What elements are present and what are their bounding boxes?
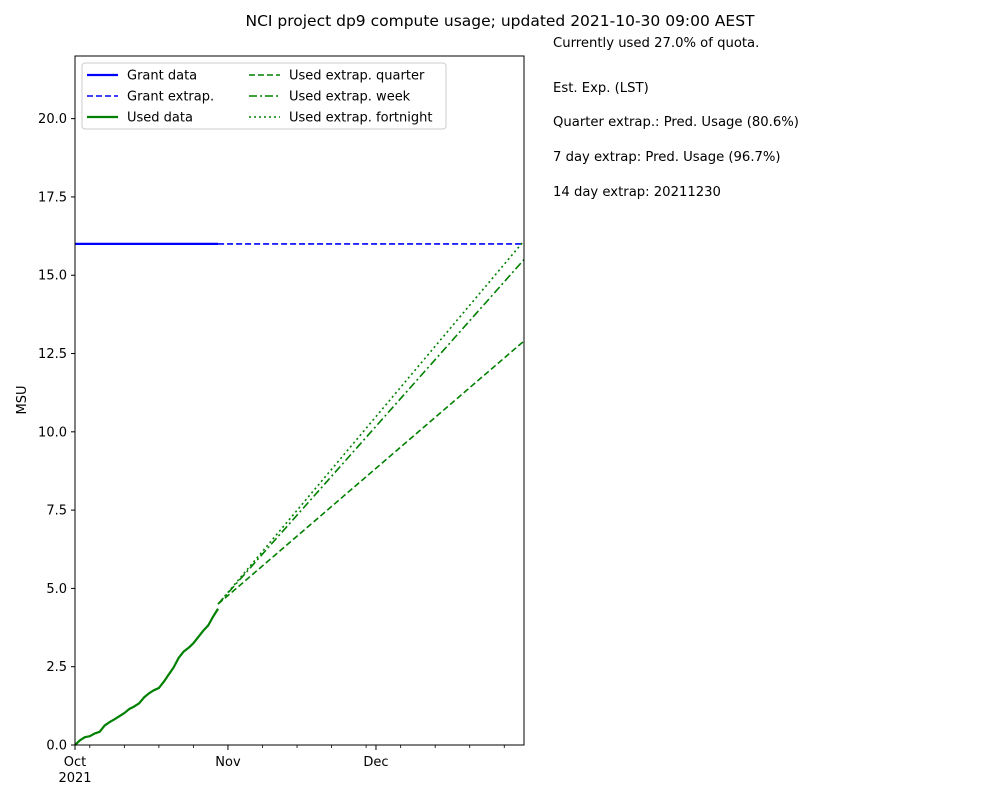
legend-label-used-extrap-quarter: Used extrap. quarter (289, 69, 425, 84)
y-tick-label: 2.5 (46, 660, 67, 675)
y-tick-label: 20.0 (38, 112, 67, 127)
y-tick-label: 15.0 (38, 269, 67, 284)
legend-label-grant-extrap: Grant extrap. (127, 90, 214, 105)
legend-label-used-data: Used data (127, 111, 193, 126)
legend-label-used-extrap-fortnight: Used extrap. fortnight (289, 111, 432, 126)
x-tick-label: Dec (363, 755, 388, 770)
series-used-extrap-fortnight-line (217, 240, 524, 605)
y-axis-label: MSU (15, 386, 30, 415)
series-used-data-line (75, 608, 220, 745)
y-tick-label: 0.0 (46, 739, 67, 754)
info-est-exp: Est. Exp. (LST) (553, 81, 649, 96)
x-tick-label: Oct (64, 755, 86, 770)
x-tick-sublabel: 2021 (58, 771, 91, 786)
series-layer (75, 240, 524, 745)
series-used-extrap-week-line (217, 259, 524, 605)
legend: Grant data Grant extrap. Used data Used ext… (81, 62, 447, 130)
chart-title: NCI project dp9 compute usage; updated 2… (245, 12, 755, 30)
y-tick-label: 10.0 (38, 425, 67, 440)
plot-frame (74, 55, 525, 746)
y-tick-label: 17.5 (38, 190, 67, 205)
y-tick-label: 12.5 (38, 347, 67, 362)
info-current-usage: Currently used 27.0% of quota. (553, 36, 760, 51)
y-tick-label: 5.0 (46, 582, 67, 597)
info-fortnight-extrap: 14 day extrap: 20211230 (553, 185, 721, 200)
info-week-extrap: 7 day extrap: Pred. Usage (96.7%) (553, 150, 781, 165)
legend-label-used-extrap-week: Used extrap. week (289, 90, 411, 105)
series-used-extrap-quarter-line (217, 340, 524, 605)
x-tick-label: Nov (215, 755, 241, 770)
y-tick-label: 7.5 (46, 504, 67, 519)
legend-label-grant-data: Grant data (127, 69, 197, 84)
legend-box (81, 62, 447, 130)
info-quarter-extrap: Quarter extrap.: Pred. Usage (80.6%) (553, 115, 799, 130)
